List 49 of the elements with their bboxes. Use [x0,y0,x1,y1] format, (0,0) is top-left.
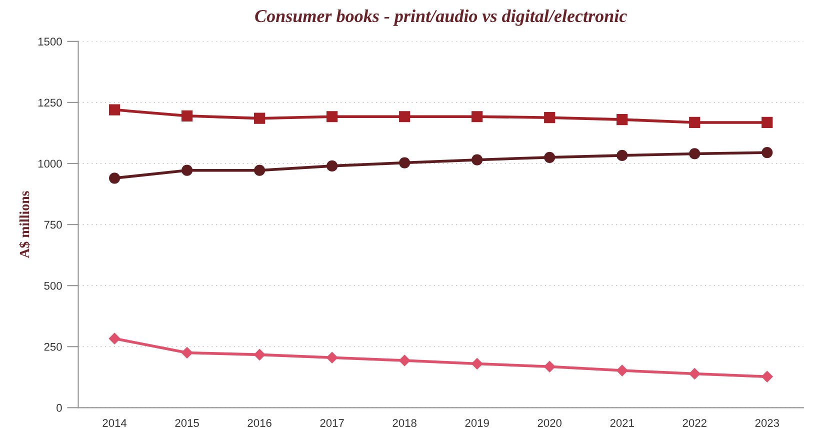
x-tick-label: 2020 [538,419,562,427]
point [326,160,338,172]
point [762,146,773,158]
y-axis-title: A$ millions [19,191,30,258]
point [472,111,483,122]
y-tick-label: 1500 [38,38,62,46]
x-tick-label: 2016 [248,419,272,427]
point [398,354,410,366]
point [688,368,701,380]
point [326,111,338,122]
point [181,346,193,359]
point [181,164,193,176]
point [399,111,410,122]
x-tick-label: 2023 [755,419,780,427]
point [326,352,338,364]
y-tick-label: 250 [44,342,62,351]
x-tick-label: 2022 [682,419,706,427]
y-tick-label: 1000 [38,160,62,168]
point [108,104,120,116]
y-tick-label: 750 [44,220,62,229]
point [544,152,556,163]
chart-title: Consumer books - print/audio vs digital/electronic [255,9,627,26]
point [108,172,120,184]
x-tick-label: 2017 [320,419,344,427]
y-tick-label: 1250 [38,98,62,107]
point [762,116,773,128]
x-tick-label: 2021 [610,419,634,427]
point [472,154,483,166]
point [108,332,120,344]
x-tick-label: 2019 [465,419,489,427]
point [399,157,410,168]
point [544,360,556,373]
point [761,370,774,383]
point [254,164,266,176]
point [254,112,266,124]
y-tick-label: 500 [44,282,62,290]
x-tick-label: 2015 [175,419,199,427]
point [689,116,700,128]
point [689,148,700,160]
point [254,348,266,361]
point [471,358,483,370]
point [616,364,628,376]
y-tick-label: 0 [56,404,62,412]
x-tick-label: 2018 [392,419,416,427]
point [544,112,556,124]
x-tick-label: 2014 [102,419,127,427]
point [616,114,628,126]
point [181,110,193,122]
point [616,150,628,161]
